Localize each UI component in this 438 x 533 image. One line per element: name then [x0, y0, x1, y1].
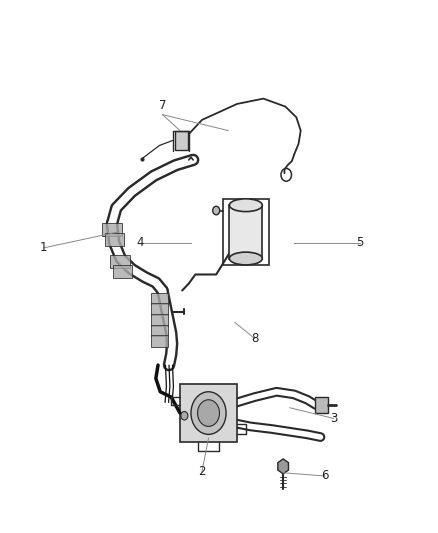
Circle shape [197, 400, 219, 426]
Bar [105, 233, 124, 246]
Text: 3: 3 [329, 412, 336, 425]
Bar [314, 397, 328, 413]
Bar [150, 303, 168, 315]
Bar [150, 335, 168, 347]
Text: 2: 2 [198, 465, 205, 478]
Text: 7: 7 [158, 99, 166, 112]
Circle shape [212, 206, 219, 215]
Text: 6: 6 [320, 470, 328, 482]
Bar [150, 314, 168, 326]
Bar [229, 205, 262, 259]
Text: 5: 5 [356, 236, 363, 249]
Text: 1: 1 [40, 241, 48, 254]
Ellipse shape [229, 199, 262, 212]
Circle shape [191, 392, 226, 434]
Bar [102, 223, 121, 236]
Bar [174, 131, 187, 150]
Circle shape [180, 411, 187, 420]
Bar [150, 293, 168, 304]
Bar [150, 325, 168, 336]
Bar [110, 255, 129, 268]
Bar [113, 265, 132, 278]
Text: 4: 4 [136, 236, 144, 249]
Text: 8: 8 [251, 332, 258, 345]
Polygon shape [277, 459, 288, 474]
Ellipse shape [229, 252, 262, 265]
Bar [223, 199, 268, 265]
Bar [180, 384, 237, 442]
